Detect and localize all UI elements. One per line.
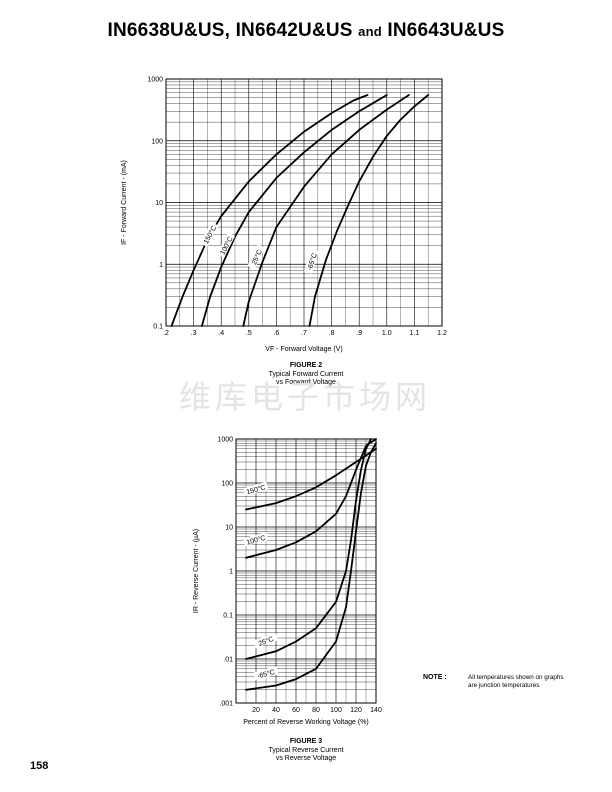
x-tick-label: .3: [191, 330, 197, 337]
figure2-caption: FIGURE 2 Typical Forward Current vs Forw…: [206, 362, 406, 388]
x-tick-label: .5: [246, 330, 252, 337]
y-tick-label: 0.1: [223, 613, 233, 620]
x-axis-label: VF - Forward Voltage (V): [265, 346, 342, 353]
figure2-caption-title: FIGURE 2: [289, 362, 323, 369]
x-tick-label: 100: [330, 707, 342, 714]
curve-label-bg: [243, 532, 269, 547]
x-tick-label: .7: [301, 330, 307, 337]
y-tick-label: 1000: [217, 437, 233, 444]
x-tick-label: 120: [350, 707, 362, 714]
y-tick-label: 100: [221, 481, 233, 488]
series-line-1: [245, 447, 377, 511]
series-line-2: [201, 94, 388, 327]
x-tick-label: 40: [272, 707, 280, 714]
note-text: All temperatures shown on graphs are jun…: [468, 674, 564, 689]
curve-label-bg: [253, 632, 279, 649]
y-tick-label: .01: [223, 657, 233, 664]
figure2-caption-line1: Typical Forward Current: [268, 370, 344, 378]
series-line-3: [245, 438, 372, 660]
x-tick-label: .8: [329, 330, 335, 337]
y-tick-label: .001: [219, 701, 233, 708]
page-number: 158: [30, 760, 49, 772]
title-part2: IN6643U&US: [387, 20, 505, 41]
x-tick-label: 1.1: [410, 330, 420, 337]
y-tick-label: 10: [225, 525, 233, 532]
curve-label-bg: [303, 248, 319, 275]
series-line-4: [308, 94, 430, 327]
figure3-caption-line2: vs Reverse Voltage: [275, 755, 337, 762]
curve-label-bg: [253, 666, 279, 681]
figure3-caption: FIGURE 3 Typical Reverse Current vs Reve…: [206, 738, 406, 764]
x-tick-label: 80: [312, 707, 320, 714]
x-axis-label: Percent of Reverse Working Voltage (%): [243, 719, 369, 726]
series-line-1: [170, 94, 369, 327]
x-tick-label: 140: [370, 707, 382, 714]
series-line-2: [245, 438, 377, 559]
title-part1: IN6638U&US, IN6642U&US: [107, 20, 353, 41]
curve-label-bg: [200, 221, 219, 247]
plot-frame: [235, 438, 377, 704]
y-tick-label: 1: [229, 569, 233, 576]
y-tick-label: 1: [159, 262, 163, 269]
figure3-chart: 20 40 60 80 100 120 140 .001 .01 0.1 1 10 100 1000 Per…: [193, 437, 382, 727]
x-tick-label: .2: [163, 330, 169, 337]
x-tick-label: 1.0: [382, 330, 392, 337]
x-tick-label: 20: [252, 707, 260, 714]
figure3-caption-line1: Typical Reverse Current: [268, 746, 344, 754]
curve-label-bg: [247, 244, 265, 270]
y-tick-label: 0.1: [153, 324, 163, 331]
y-axis-label: IR - Reverse Current - (µA): [193, 529, 200, 613]
figure2-chart: .2 .3 .4 .5 .6 .7 .8 .9 1.0 1.1 1.2 0.1 1 10 100 1000 VF…: [121, 77, 447, 354]
curve-label-bg: [243, 481, 269, 496]
title-and: and: [358, 24, 382, 39]
x-tick-label: .6: [273, 330, 279, 337]
x-tick-label: 1.2: [437, 330, 447, 337]
series-line-4: [245, 442, 377, 691]
y-tick-label: 10: [155, 200, 163, 207]
note-label: NOTE :: [423, 674, 447, 681]
curve-label-bg: [216, 232, 236, 258]
series-line-3: [242, 94, 410, 327]
x-tick-label: .9: [356, 330, 362, 337]
y-axis-label: IF - Forward Current - (mA): [121, 160, 128, 245]
page-title: IN6638U&US, IN6642U&US and IN6643U&US: [0, 20, 612, 42]
y-tick-label: 1000: [147, 77, 163, 84]
figure3-caption-title: FIGURE 3: [289, 738, 323, 745]
watermark: 维库电子市场网: [178, 378, 431, 416]
x-tick-label: 60: [292, 707, 300, 714]
y-tick-label: 100: [151, 138, 163, 145]
x-tick-label: .4: [218, 330, 224, 337]
plot-frame: [165, 78, 443, 327]
figure2-caption-line2: vs Forward Voltage: [276, 379, 336, 386]
